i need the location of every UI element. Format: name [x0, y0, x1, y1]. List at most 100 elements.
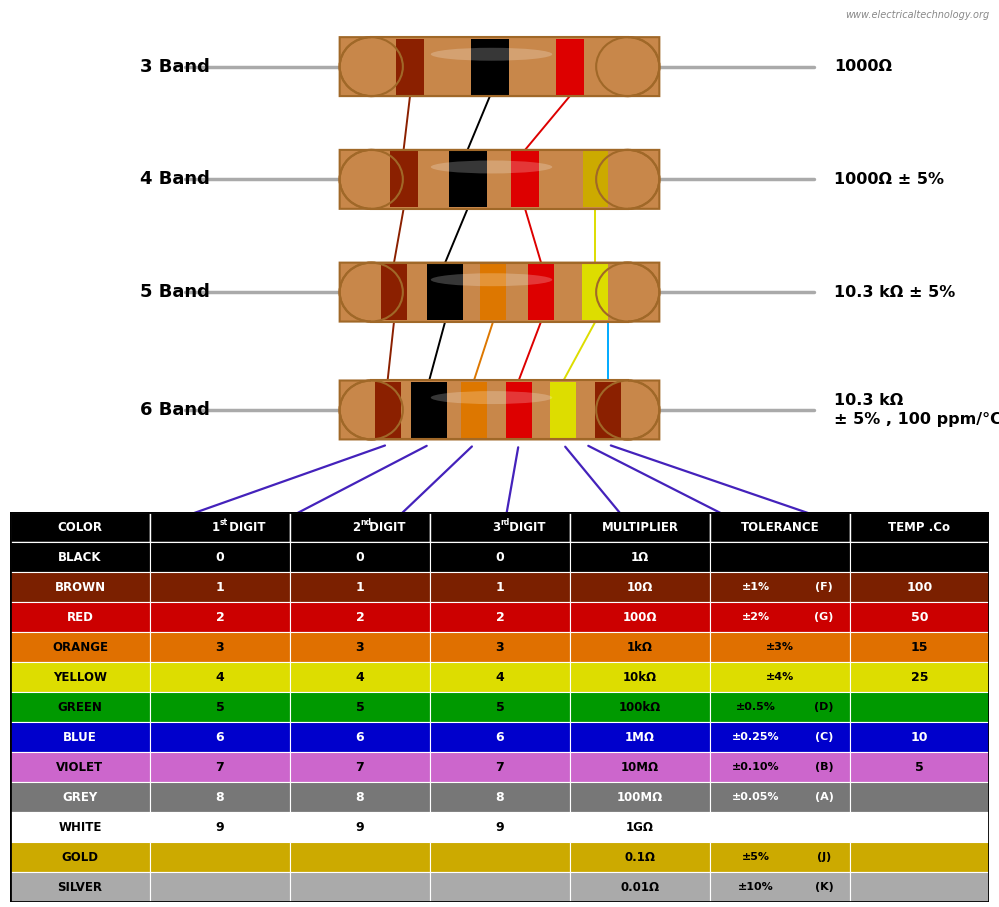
Bar [430, 813, 570, 843]
Text: (C): (C) [815, 733, 833, 743]
Bar [430, 783, 570, 813]
Bar [430, 512, 570, 542]
Bar [10, 602, 150, 632]
Bar [710, 632, 850, 662]
Text: GOLD: GOLD [62, 851, 99, 864]
Bar [710, 753, 850, 783]
Text: 3: 3 [356, 641, 365, 654]
Bar [430, 692, 570, 723]
Text: 1: 1 [356, 581, 365, 594]
FancyBboxPatch shape [340, 263, 659, 322]
Bar [481, 264, 506, 320]
Bar [555, 39, 583, 94]
Bar [10, 783, 150, 813]
Bar [710, 723, 850, 753]
Bar [570, 692, 710, 723]
Bar [10, 542, 150, 572]
Text: 1000Ω ± 5%: 1000Ω ± 5% [834, 171, 944, 187]
Text: 8: 8 [216, 791, 225, 804]
Bar [150, 843, 290, 873]
Text: (B): (B) [815, 763, 833, 773]
Text: 6: 6 [356, 731, 365, 744]
Text: nd: nd [360, 518, 371, 527]
Text: 5 Band: 5 Band [140, 283, 210, 301]
Bar [10, 632, 150, 662]
Ellipse shape [340, 150, 403, 209]
Text: BROWN: BROWN [54, 581, 106, 594]
Bar [430, 753, 570, 783]
Bar [10, 873, 150, 902]
Text: 6: 6 [216, 731, 225, 744]
Bar [430, 662, 570, 692]
Text: 1: 1 [212, 521, 220, 534]
Text: 10.3 kΩ
± 5% , 100 ppm/°C: 10.3 kΩ ± 5% , 100 ppm/°C [834, 393, 999, 427]
Bar [850, 662, 989, 692]
Text: 4: 4 [496, 671, 504, 684]
Ellipse shape [596, 37, 659, 96]
Text: 4 Band: 4 Band [140, 171, 210, 189]
Bar [511, 151, 539, 208]
Text: TEMP .Co: TEMP .Co [888, 521, 950, 534]
Text: 7: 7 [216, 761, 225, 774]
Text: 5: 5 [496, 701, 504, 714]
Bar [390, 151, 418, 208]
Bar [430, 843, 570, 873]
Bar [290, 723, 430, 753]
Bar [372, 381, 627, 439]
Bar [850, 783, 989, 813]
Text: ±2%: ±2% [741, 612, 769, 622]
Text: RED: RED [67, 611, 94, 624]
Bar [10, 753, 150, 783]
Text: 1Ω: 1Ω [630, 551, 649, 564]
Text: 9: 9 [356, 821, 365, 834]
Text: MULTIPLIER: MULTIPLIER [601, 521, 678, 534]
Bar [290, 632, 430, 662]
Ellipse shape [431, 273, 552, 287]
Text: rd: rd [500, 518, 509, 527]
Bar [10, 662, 150, 692]
Text: 9: 9 [496, 821, 504, 834]
Bar [850, 813, 989, 843]
Bar [583, 151, 607, 208]
Text: 6: 6 [496, 731, 504, 744]
Bar [850, 602, 989, 632]
Bar [570, 843, 710, 873]
Text: 2: 2 [356, 611, 365, 624]
Text: st: st [220, 518, 228, 527]
Text: BLUE: BLUE [63, 731, 97, 744]
Bar [850, 542, 989, 572]
Text: 1: 1 [496, 581, 504, 594]
Bar [150, 542, 290, 572]
Bar [290, 602, 430, 632]
Bar [290, 753, 430, 783]
Bar [372, 263, 627, 322]
Bar [528, 264, 554, 320]
Bar [550, 382, 576, 438]
Text: GREEN: GREEN [58, 701, 103, 714]
Text: 8: 8 [496, 791, 504, 804]
Bar [582, 264, 608, 320]
Bar [570, 512, 710, 542]
Bar [150, 632, 290, 662]
Ellipse shape [431, 391, 552, 405]
Bar [10, 723, 150, 753]
Text: 3: 3 [216, 641, 225, 654]
Bar [430, 873, 570, 902]
Bar [570, 602, 710, 632]
Text: (K): (K) [814, 883, 833, 892]
Text: 1GΩ: 1GΩ [626, 821, 654, 834]
Text: ±5%: ±5% [741, 853, 769, 863]
Text: 4: 4 [216, 671, 225, 684]
Bar [471, 39, 508, 94]
Text: COLOR: COLOR [58, 521, 103, 534]
Text: ±10%: ±10% [737, 883, 773, 892]
Text: ±4%: ±4% [766, 672, 794, 682]
Text: WHITE: WHITE [58, 821, 102, 834]
Text: 10.3 kΩ ± 5%: 10.3 kΩ ± 5% [834, 285, 955, 299]
Bar [850, 572, 989, 602]
Bar [10, 813, 150, 843]
Bar [430, 542, 570, 572]
Text: 50: 50 [911, 611, 928, 624]
Bar [710, 662, 850, 692]
Text: YELLOW: YELLOW [53, 671, 107, 684]
